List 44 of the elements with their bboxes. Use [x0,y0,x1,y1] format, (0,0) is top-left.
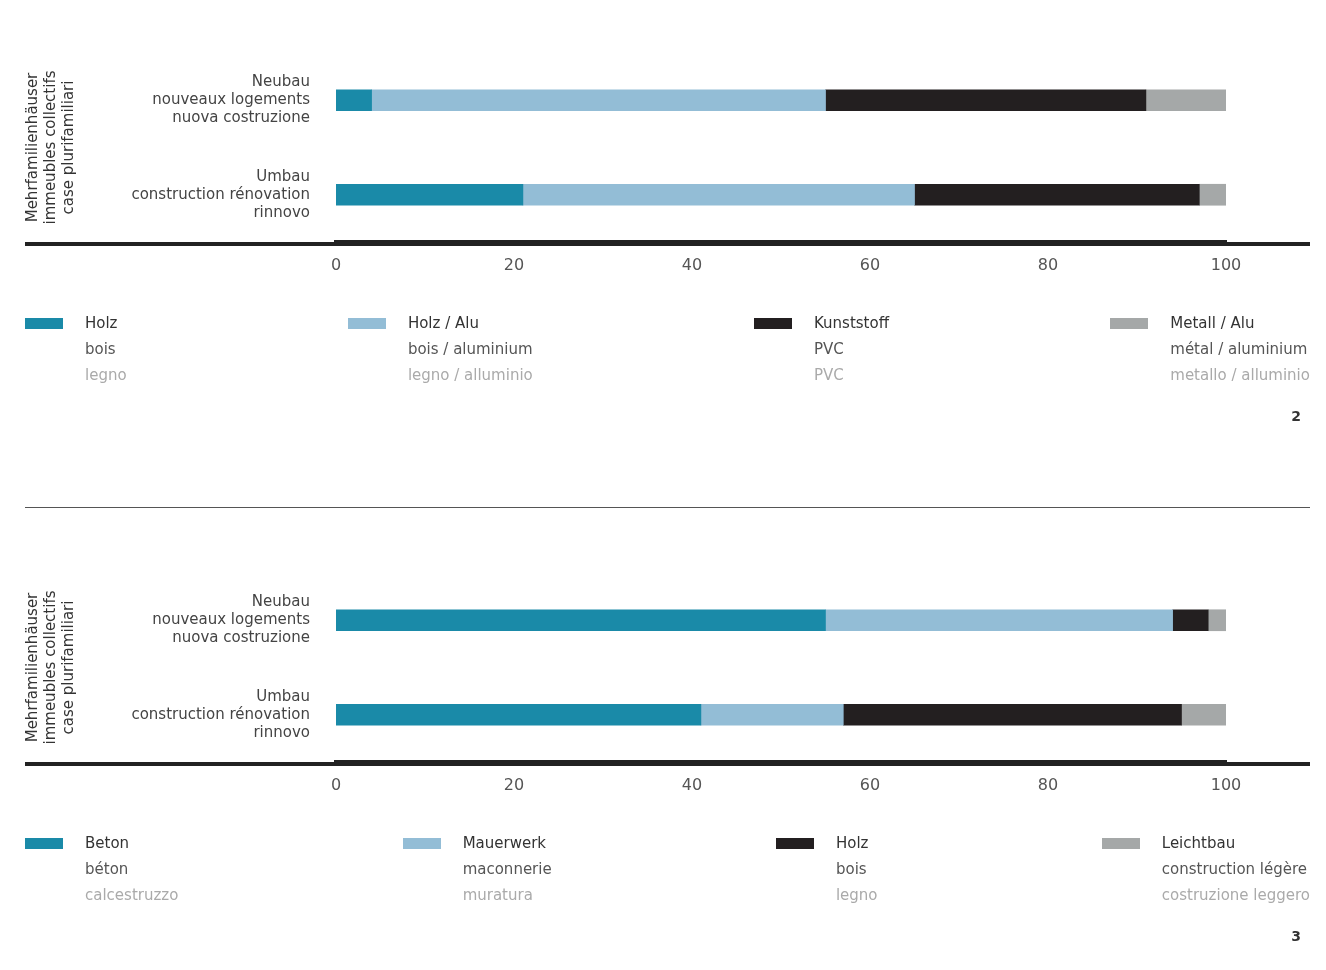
y-axis-title: Mehrfamilienhäuser immeubles collectifs case plurifamiliari [22,70,77,225]
bar [700,703,844,726]
x-tick-label: 80 [1037,254,1059,274]
y-axis-title: Mehrfamilienhäuser immeubles collectifs case plurifamiliari [22,590,77,745]
text: 2 [1291,408,1301,424]
legend-label: Holz / Alu bois / aluminium legno / alluminio [407,313,533,386]
bar [522,183,915,206]
bar [914,183,1200,206]
legend-label: Holz bois legno [835,833,878,906]
bar [1172,609,1209,632]
bar [842,703,1182,726]
bar [336,609,826,632]
bar [336,89,372,112]
y-tick-label: Umbau construction rénovation rinnovo [131,166,310,221]
x-tick-label: 100 [1210,774,1242,794]
bar [825,609,1173,632]
bar [1181,703,1226,726]
x-tick-label: 40 [681,774,703,794]
bar [825,89,1147,112]
x-tick-label: 60 [859,254,881,274]
text: 3 [1291,928,1301,944]
legend-label: Holz bois legno [85,313,127,386]
legend-label: Metall / Alu métal / aluminium metallo / alluminio [1170,313,1310,386]
legend-label: Beton béton calcestruzzo [85,833,179,906]
x-tick-label: 100 [1210,254,1242,274]
bar [1145,89,1226,112]
bar [336,703,702,726]
x-tick-label: 80 [1037,774,1059,794]
legend-label: Kunststoff PVC PVC [814,313,890,386]
bar [1198,183,1226,206]
x-tick-label: 0 [330,774,342,794]
legend-label: Mauerwerk maconnerie muratura [462,833,552,906]
y-tick-label: Umbau construction rénovation rinnovo [131,686,310,741]
bar [1207,609,1226,632]
x-tick-label: 20 [503,774,525,794]
legend-label: Leichtbau construction légère costruzione leggero [1161,833,1310,906]
y-tick-label: Neubau nouveaux logements nuova costruzione [152,72,311,127]
x-tick-label: 40 [681,254,703,274]
bar [336,183,524,206]
bar [371,89,826,112]
x-tick-label: 0 [330,254,342,274]
y-tick-label: Neubau nouveaux logements nuova costruzione [152,592,311,647]
x-tick-label: 20 [503,254,525,274]
x-tick-label: 60 [859,774,881,794]
